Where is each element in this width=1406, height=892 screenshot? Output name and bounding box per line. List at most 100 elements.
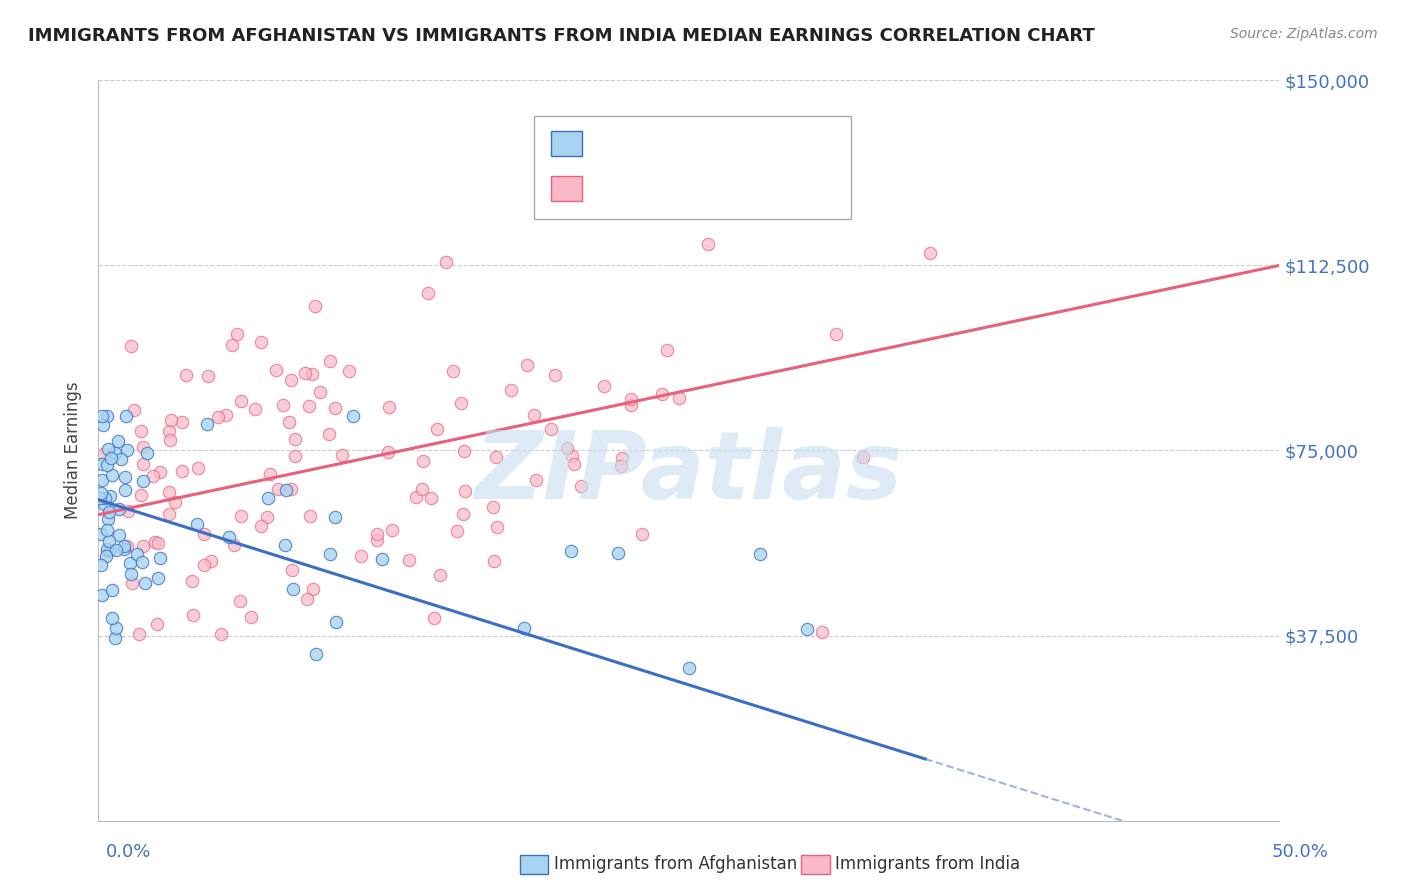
Point xyxy=(418,285,440,300)
Point xyxy=(319,547,342,561)
Point xyxy=(411,483,433,497)
Point xyxy=(485,450,508,464)
Point xyxy=(278,415,301,429)
Point xyxy=(609,458,631,473)
Text: R =  0.441  N = 121: R = 0.441 N = 121 xyxy=(593,178,783,196)
Point xyxy=(281,563,304,577)
Point xyxy=(108,528,131,542)
Point xyxy=(378,401,401,415)
Point xyxy=(100,450,122,465)
Point xyxy=(193,526,215,541)
Point xyxy=(90,558,112,573)
Point xyxy=(231,509,253,524)
Point xyxy=(229,393,252,408)
Point xyxy=(197,368,219,383)
Point xyxy=(325,615,347,629)
Point xyxy=(259,467,281,481)
Point xyxy=(267,482,290,496)
Point xyxy=(96,549,118,563)
Point xyxy=(824,326,846,341)
Point xyxy=(132,457,155,471)
Point xyxy=(305,647,328,661)
Point xyxy=(157,424,180,438)
Point xyxy=(810,625,832,640)
Point xyxy=(918,245,941,260)
Point xyxy=(120,339,142,353)
Point xyxy=(412,454,434,468)
Point xyxy=(114,483,136,497)
Point xyxy=(120,566,142,581)
Point xyxy=(318,354,340,368)
Point xyxy=(218,530,240,544)
Point xyxy=(91,409,114,423)
Point xyxy=(129,424,152,438)
Point xyxy=(377,445,399,459)
Point xyxy=(91,457,114,471)
Point xyxy=(256,509,278,524)
Point xyxy=(97,512,120,526)
Point xyxy=(112,541,135,556)
Point xyxy=(298,400,321,414)
Point xyxy=(187,461,209,475)
Point xyxy=(101,582,124,597)
Point xyxy=(301,368,323,382)
Point xyxy=(101,611,124,625)
Point xyxy=(240,610,263,624)
Point xyxy=(97,442,120,457)
Point xyxy=(486,520,509,534)
Point xyxy=(420,491,443,506)
Point xyxy=(146,571,169,585)
Text: ZIPatlas: ZIPatlas xyxy=(475,426,903,518)
Point xyxy=(181,608,204,623)
Point xyxy=(200,554,222,568)
Point xyxy=(301,582,323,596)
Point xyxy=(146,617,169,632)
Point xyxy=(97,534,120,549)
Point xyxy=(96,544,118,558)
Point xyxy=(89,491,111,506)
Point xyxy=(366,533,388,547)
Point xyxy=(381,523,404,537)
Point xyxy=(620,392,643,407)
Point xyxy=(555,441,578,455)
Point xyxy=(131,555,153,569)
Point xyxy=(134,576,156,591)
Point xyxy=(125,547,148,561)
Point xyxy=(318,426,340,441)
Point xyxy=(117,504,139,518)
Point xyxy=(91,473,114,487)
Point xyxy=(561,449,583,463)
Point xyxy=(350,549,373,563)
Point xyxy=(132,475,155,489)
Point xyxy=(250,335,273,350)
Point xyxy=(651,387,673,401)
Point xyxy=(284,449,307,463)
Text: Immigrants from Afghanistan: Immigrants from Afghanistan xyxy=(554,855,797,873)
Point xyxy=(446,524,468,538)
Point xyxy=(129,488,152,502)
Point xyxy=(159,413,181,427)
Point xyxy=(295,591,318,606)
Point xyxy=(796,623,818,637)
Point xyxy=(481,500,503,515)
Point xyxy=(157,507,180,521)
Point xyxy=(366,526,388,541)
Point xyxy=(197,417,219,431)
Point xyxy=(271,398,294,412)
Point xyxy=(225,327,247,342)
Point xyxy=(571,479,593,493)
Y-axis label: Median Earnings: Median Earnings xyxy=(65,382,83,519)
Point xyxy=(560,544,582,558)
Point xyxy=(283,582,305,597)
Point xyxy=(482,554,505,568)
Point xyxy=(107,434,129,448)
Point xyxy=(159,433,181,447)
Point xyxy=(101,468,124,483)
Point xyxy=(544,368,567,382)
Point xyxy=(112,539,135,553)
Point xyxy=(434,255,457,269)
Point xyxy=(257,491,280,505)
Point xyxy=(221,337,243,351)
Point xyxy=(136,446,159,460)
Point xyxy=(93,497,115,511)
